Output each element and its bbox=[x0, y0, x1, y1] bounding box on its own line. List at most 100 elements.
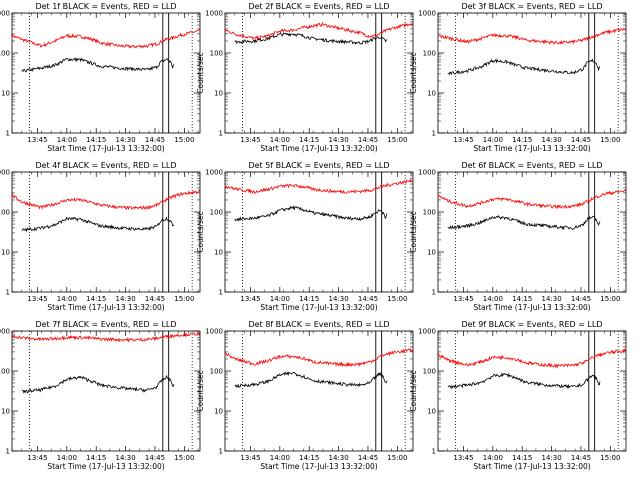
lld-series-line bbox=[224, 177, 414, 195]
x-tick-label: 15:00 bbox=[387, 454, 407, 462]
panel-title: Det 1f BLACK = Events, RED = LLD bbox=[35, 2, 176, 11]
x-tick-label: 14:00 bbox=[483, 295, 503, 303]
x-tick-label: 15:00 bbox=[600, 454, 620, 462]
x-tick-label: 15:00 bbox=[600, 295, 620, 303]
y-tick-label: 10 bbox=[214, 408, 223, 416]
x-tick-label: 14:45 bbox=[358, 136, 378, 144]
panel-3: Det 3f BLACK = Events, RED = LLD 1 10 100 10… bbox=[409, 2, 627, 153]
y-tick-label: 1 bbox=[6, 289, 10, 297]
plot-frame bbox=[224, 330, 414, 452]
x-axis-label: Start Time (17-Jul-13 13:32:00) bbox=[473, 303, 590, 312]
y-axis-label: Counts/sec bbox=[409, 370, 418, 411]
x-axis-label: Start Time (17-Jul-13 13:32:00) bbox=[260, 303, 377, 312]
y-tick-label: 1 bbox=[432, 130, 436, 138]
y-axis-label: Counts/sec bbox=[409, 211, 418, 252]
y-tick-label: 1000 bbox=[0, 328, 10, 336]
plot-frame bbox=[224, 12, 414, 134]
x-tick-label: 14:15 bbox=[299, 295, 319, 303]
x-tick-label: 14:45 bbox=[571, 136, 591, 144]
y-tick-label: 100 bbox=[0, 50, 10, 58]
y-tick-label: 1 bbox=[6, 448, 10, 456]
x-axis-label: Start Time (17-Jul-13 13:32:00) bbox=[47, 462, 164, 471]
x-tick-label: 15:00 bbox=[174, 454, 194, 462]
lld-series-line bbox=[11, 331, 201, 343]
y-tick-label: 100 bbox=[423, 209, 436, 217]
x-tick-label: 14:30 bbox=[541, 295, 561, 303]
plot-frame bbox=[11, 171, 201, 293]
y-tick-label: 100 bbox=[423, 368, 436, 376]
x-axis-label: Start Time (17-Jul-13 13:32:00) bbox=[473, 462, 590, 471]
events-series-line bbox=[234, 32, 388, 45]
y-tick-label: 10 bbox=[427, 408, 436, 416]
x-tick-label: 14:30 bbox=[115, 136, 135, 144]
y-axis-label: Counts/sec bbox=[196, 52, 205, 93]
x-axis-label: Start Time (17-Jul-13 13:32:00) bbox=[473, 144, 590, 153]
lld-series-line bbox=[11, 189, 201, 211]
plot-frame bbox=[437, 12, 627, 134]
x-tick-label: 14:45 bbox=[145, 295, 165, 303]
x-tick-label: 15:00 bbox=[174, 136, 194, 144]
events-series-line bbox=[21, 374, 175, 394]
x-tick-label: 13:45 bbox=[453, 454, 473, 462]
y-tick-label: 1000 bbox=[418, 10, 436, 18]
y-tick-label: 1000 bbox=[205, 328, 223, 336]
y-tick-label: 10 bbox=[1, 249, 10, 257]
plot-frame bbox=[11, 330, 201, 452]
plot-frame bbox=[437, 330, 627, 452]
x-tick-label: 13:45 bbox=[453, 295, 473, 303]
x-tick-label: 14:15 bbox=[512, 295, 532, 303]
x-tick-label: 14:00 bbox=[270, 136, 290, 144]
events-series-line bbox=[21, 216, 175, 233]
lld-series-line bbox=[437, 348, 627, 369]
x-tick-label: 14:00 bbox=[483, 136, 503, 144]
x-tick-label: 14:15 bbox=[299, 136, 319, 144]
x-tick-label: 14:30 bbox=[115, 454, 135, 462]
x-tick-label: 14:45 bbox=[145, 454, 165, 462]
plot-frame bbox=[224, 171, 414, 293]
lld-series-line bbox=[224, 347, 414, 368]
y-tick-label: 1000 bbox=[0, 10, 10, 18]
y-tick-label: 100 bbox=[0, 368, 10, 376]
x-tick-label: 13:45 bbox=[240, 454, 260, 462]
events-series-line bbox=[234, 371, 388, 389]
x-tick-label: 15:00 bbox=[174, 295, 194, 303]
y-tick-label: 100 bbox=[423, 50, 436, 58]
events-series-line bbox=[21, 56, 175, 73]
y-tick-label: 1000 bbox=[418, 328, 436, 336]
y-tick-label: 100 bbox=[0, 209, 10, 217]
y-tick-label: 1000 bbox=[205, 10, 223, 18]
y-tick-label: 10 bbox=[214, 90, 223, 98]
panel-6: Det 6f BLACK = Events, RED = LLD 1 10 100 10… bbox=[409, 161, 627, 312]
x-tick-label: 14:45 bbox=[145, 136, 165, 144]
panel-title: Det 4f BLACK = Events, RED = LLD bbox=[35, 161, 176, 170]
x-tick-label: 14:00 bbox=[483, 454, 503, 462]
x-tick-label: 13:45 bbox=[27, 295, 47, 303]
y-tick-label: 1 bbox=[219, 448, 223, 456]
y-tick-label: 10 bbox=[427, 90, 436, 98]
x-axis-label: Start Time (17-Jul-13 13:32:00) bbox=[260, 144, 377, 153]
y-tick-label: 1000 bbox=[418, 169, 436, 177]
y-tick-label: 10 bbox=[214, 249, 223, 257]
x-tick-label: 13:45 bbox=[240, 136, 260, 144]
y-tick-label: 1 bbox=[219, 130, 223, 138]
x-tick-label: 14:45 bbox=[358, 295, 378, 303]
panel-7: Det 7f BLACK = Events, RED = LLD 1 10 100 10… bbox=[0, 320, 201, 471]
y-tick-label: 1 bbox=[219, 289, 223, 297]
x-tick-label: 14:30 bbox=[328, 136, 348, 144]
x-tick-label: 13:45 bbox=[27, 454, 47, 462]
y-tick-label: 10 bbox=[1, 90, 10, 98]
lld-series-line bbox=[437, 189, 627, 210]
x-tick-label: 15:00 bbox=[387, 136, 407, 144]
x-tick-label: 15:00 bbox=[387, 295, 407, 303]
events-series-line bbox=[447, 215, 601, 231]
x-tick-label: 14:15 bbox=[86, 295, 106, 303]
lld-series-line bbox=[224, 21, 414, 41]
events-series-line bbox=[447, 372, 601, 390]
x-tick-label: 14:15 bbox=[86, 136, 106, 144]
x-tick-label: 14:15 bbox=[512, 136, 532, 144]
y-axis-label: Counts/sec bbox=[409, 52, 418, 93]
x-tick-label: 13:45 bbox=[453, 136, 473, 144]
y-tick-label: 1 bbox=[432, 289, 436, 297]
plot-frame bbox=[11, 12, 201, 134]
